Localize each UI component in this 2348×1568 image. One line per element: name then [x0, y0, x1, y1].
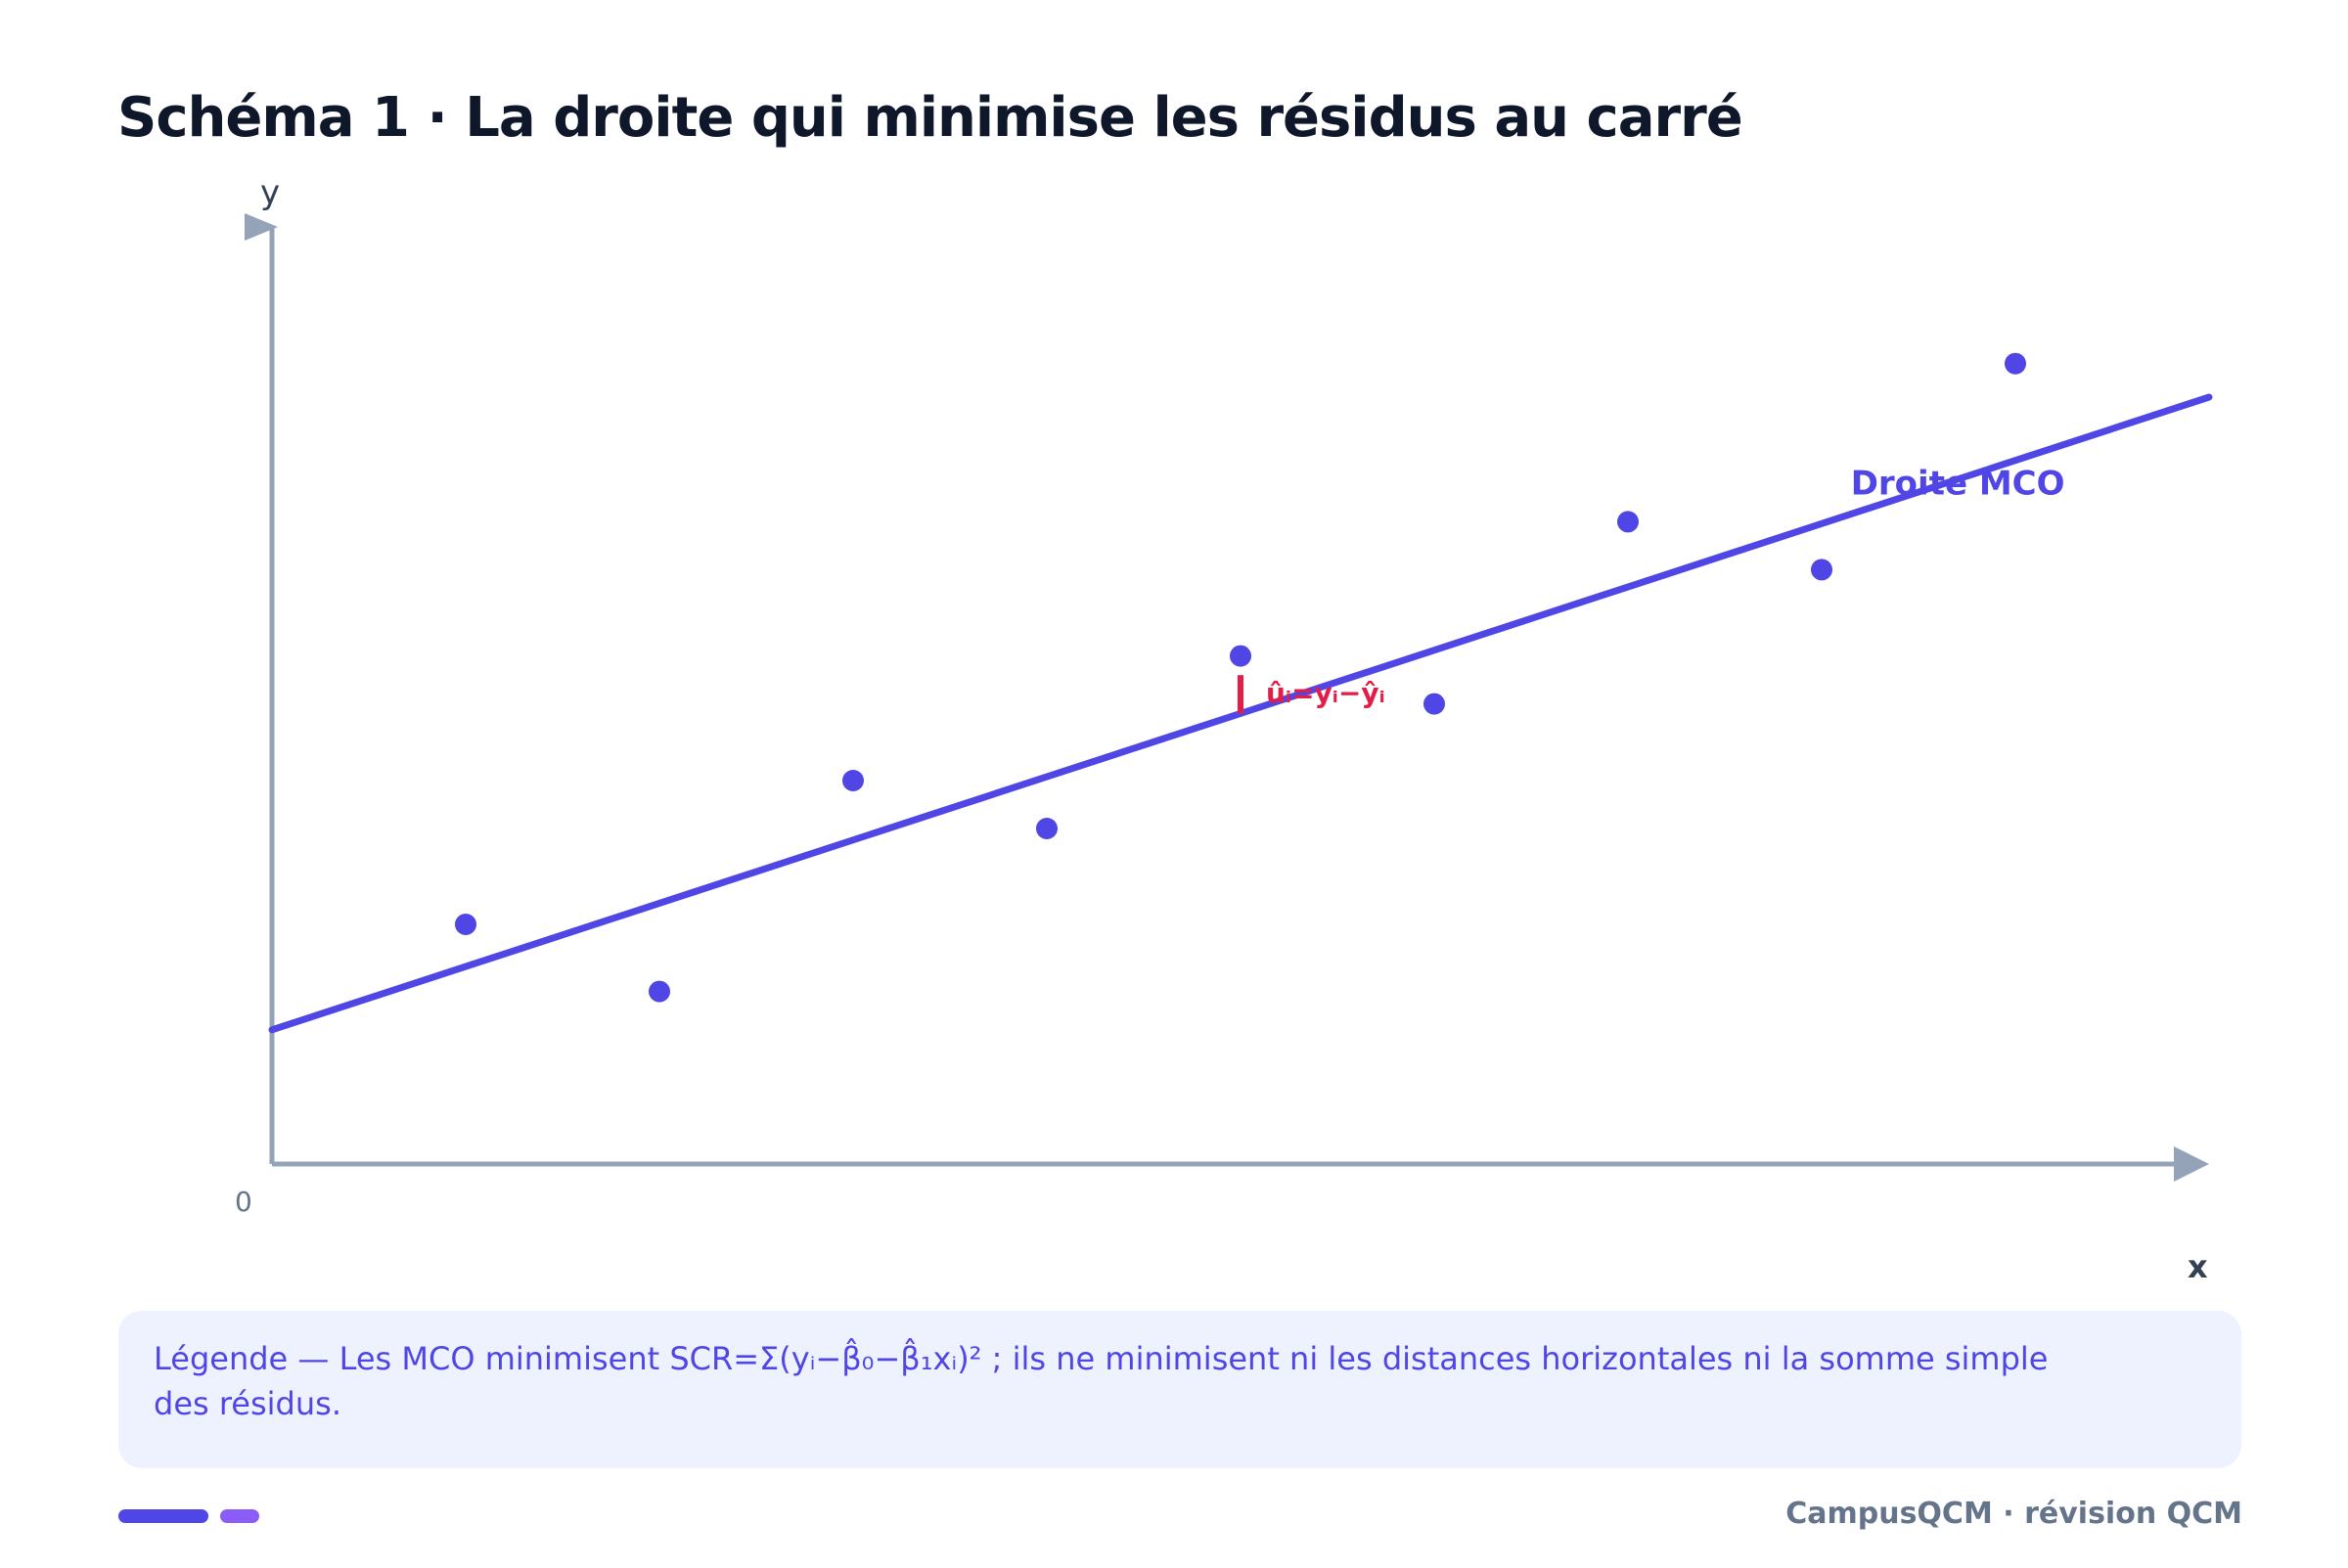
y-axis-arrow	[245, 213, 278, 241]
footer-accent-bar	[118, 1509, 208, 1523]
footer-accent-bar-secondary	[220, 1509, 259, 1523]
y-axis-label: y	[260, 173, 280, 212]
legend-text: Légende — Les MCO minimisent SCR=Σ(yᵢ−β̂…	[154, 1340, 2049, 1422]
data-point	[1230, 645, 1251, 667]
data-point	[2005, 352, 2026, 375]
data-point	[1036, 818, 1058, 839]
residual-label: ûᵢ=yᵢ−ŷᵢ	[1266, 677, 1385, 709]
legend-box: Légende — Les MCO minimisent SCR=Σ(yᵢ−β̂…	[118, 1311, 2241, 1468]
data-point	[842, 770, 864, 791]
annotations-layer: ûᵢ=yᵢ−ŷᵢ	[1238, 675, 1385, 714]
origin-label: 0	[235, 1186, 252, 1218]
page-title: Schéma 1 · La droite qui minimise les ré…	[117, 86, 1743, 150]
data-point	[455, 914, 476, 935]
footer-brand: CampusQCM · révision QCM	[1785, 1497, 2242, 1531]
data-point	[1811, 559, 1832, 581]
points-layer	[455, 352, 2026, 1003]
x-axis-arrow	[2174, 1146, 2209, 1182]
axes: y x 0	[235, 173, 2209, 1285]
data-point	[1617, 511, 1639, 533]
x-axis-label: x	[2188, 1248, 2208, 1285]
data-point	[1423, 693, 1445, 715]
data-point	[649, 980, 670, 1003]
regression-line-label: Droite MCO	[1851, 465, 2065, 504]
